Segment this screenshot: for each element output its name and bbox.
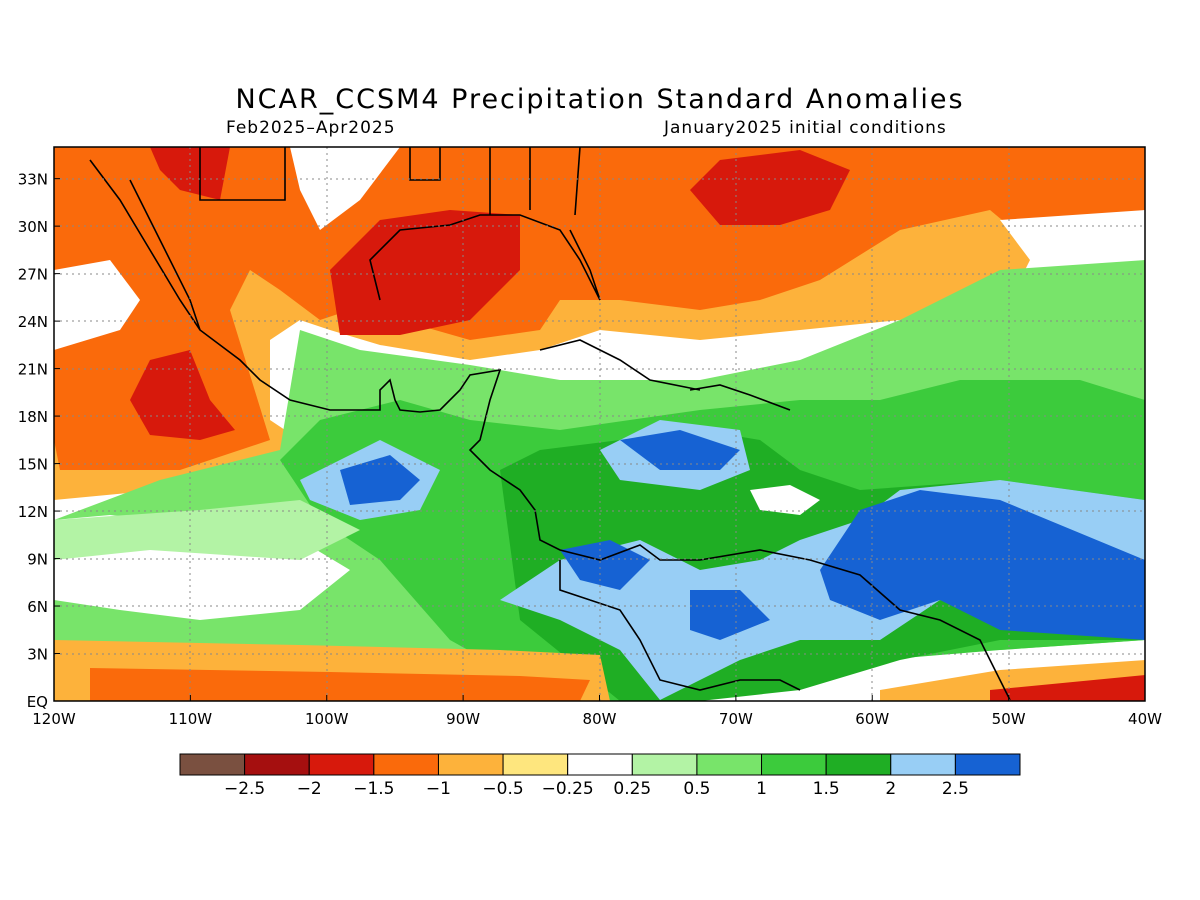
lat-label: 33N — [18, 171, 48, 189]
forecast-period: Feb2025–Apr2025 — [226, 118, 396, 138]
lon-label: 120W — [32, 710, 76, 728]
grid-lines — [54, 147, 1145, 701]
lat-label: 12N — [18, 503, 48, 521]
lat-label: 18N — [18, 408, 48, 426]
lon-label: 90W — [446, 710, 480, 728]
lat-label: 6N — [27, 598, 48, 616]
lat-label: 9N — [27, 551, 48, 569]
map-title: NCAR_CCSM4 Precipitation Standard Anomal… — [235, 84, 965, 115]
axis-ticks — [53, 178, 1146, 702]
lat-label: 24N — [18, 313, 48, 331]
lon-label: 50W — [992, 710, 1026, 728]
lon-label: 40W — [1128, 710, 1162, 728]
lon-label: 110W — [169, 710, 213, 728]
lat-label: 3N — [27, 646, 48, 664]
lon-label: 70W — [719, 710, 753, 728]
longitude-labels: 120W 110W 100W 90W 80W 70W 60W 50W 40W — [32, 710, 1162, 728]
coastlines — [89, 147, 1011, 701]
lat-label: 21N — [18, 361, 48, 379]
lat-label: EQ — [27, 693, 48, 711]
lon-label: 60W — [855, 710, 889, 728]
lat-label: 30N — [18, 218, 48, 236]
initial-conditions-label: January2025 initial conditions — [664, 118, 947, 138]
lat-label: 27N — [18, 266, 48, 284]
lon-label: 100W — [305, 710, 349, 728]
anomaly-field — [54, 147, 1145, 701]
lon-label: 80W — [583, 710, 617, 728]
latitude-labels: EQ 3N 6N 9N 12N 15N 18N 21N 24N 27N 30N 33N — [18, 171, 48, 711]
lat-label: 15N — [18, 456, 48, 474]
